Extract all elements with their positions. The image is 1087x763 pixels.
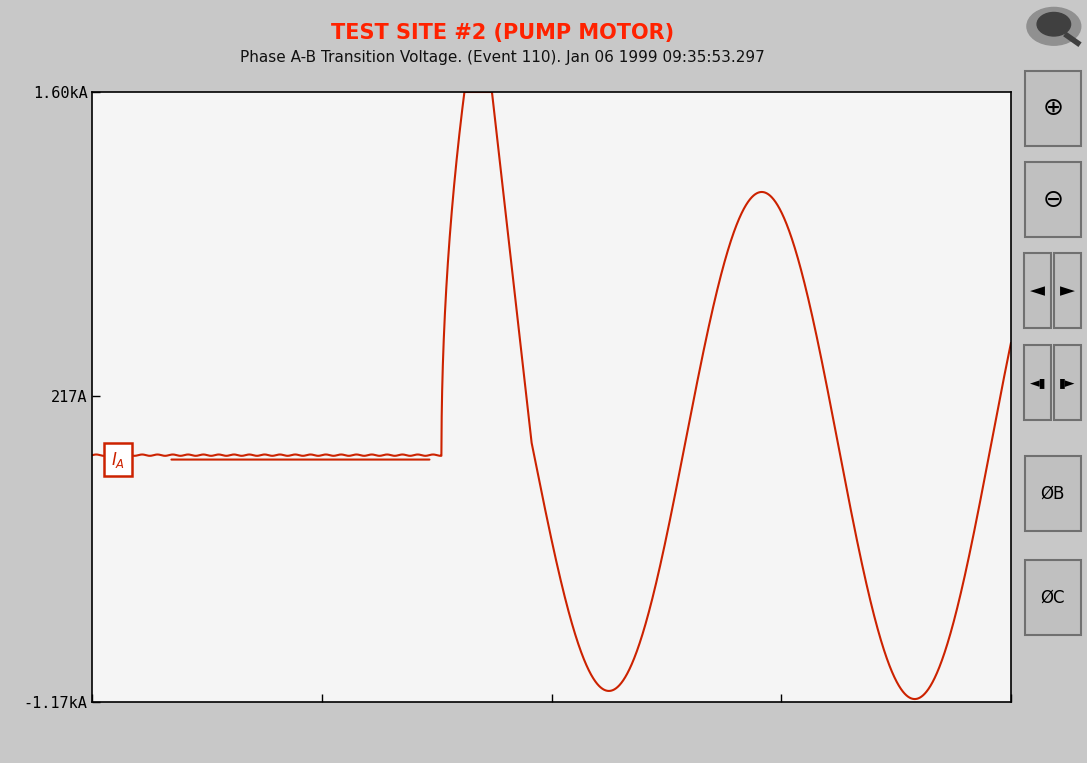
- FancyBboxPatch shape: [1024, 253, 1051, 329]
- Text: ØC: ØC: [1040, 588, 1065, 607]
- Text: ◄▮: ◄▮: [1029, 376, 1046, 389]
- Text: $I_A$: $I_A$: [111, 449, 125, 469]
- FancyBboxPatch shape: [1024, 345, 1051, 420]
- Circle shape: [1027, 8, 1080, 45]
- Text: ⊕: ⊕: [1042, 96, 1063, 121]
- Text: ⊖: ⊖: [1042, 188, 1063, 211]
- FancyBboxPatch shape: [1054, 253, 1082, 329]
- FancyBboxPatch shape: [1025, 162, 1080, 237]
- Circle shape: [1037, 12, 1071, 36]
- Text: ◄: ◄: [1030, 282, 1046, 301]
- Text: Phase A-B Transition Voltage. (Event 110). Jan 06 1999 09:35:53.297: Phase A-B Transition Voltage. (Event 110…: [240, 50, 764, 66]
- FancyBboxPatch shape: [1025, 560, 1080, 635]
- Text: TEST SITE #2 (PUMP MOTOR): TEST SITE #2 (PUMP MOTOR): [330, 23, 674, 43]
- FancyBboxPatch shape: [1025, 71, 1080, 146]
- FancyBboxPatch shape: [1054, 345, 1082, 420]
- Text: ►: ►: [1060, 282, 1075, 301]
- Text: ▮►: ▮►: [1060, 376, 1076, 389]
- FancyBboxPatch shape: [1025, 456, 1080, 531]
- Text: ØB: ØB: [1040, 485, 1065, 502]
